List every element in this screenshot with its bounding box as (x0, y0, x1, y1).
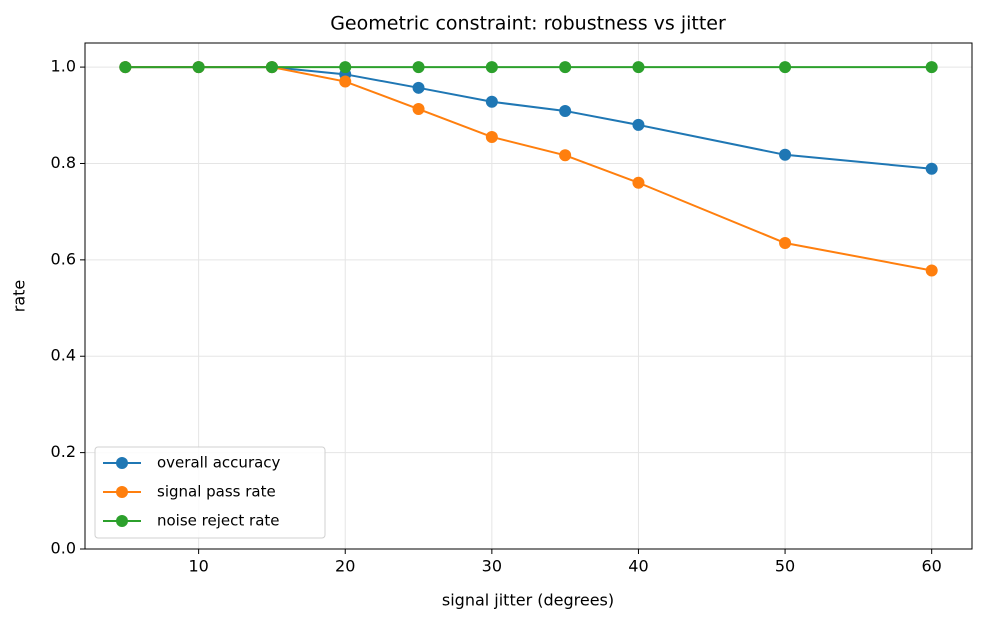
data-point (412, 61, 425, 74)
data-point (485, 95, 498, 108)
data-point (412, 81, 425, 94)
data-point (925, 264, 938, 277)
x-tick-label: 30 (482, 557, 502, 576)
chart-title: Geometric constraint: robustness vs jitt… (330, 13, 726, 35)
plot-frame (84, 42, 973, 550)
x-tick-label: 40 (628, 557, 648, 576)
data-point (925, 61, 938, 74)
legend-marker (116, 486, 128, 498)
data-point (119, 61, 132, 74)
data-point (339, 75, 352, 88)
y-tick-label: 0.4 (51, 346, 76, 365)
x-tick-label: 20 (335, 557, 355, 576)
data-point (192, 61, 205, 74)
y-tick-label: 0.2 (51, 442, 76, 461)
data-point (632, 176, 645, 189)
legend-marker (116, 515, 128, 527)
data-point (485, 130, 498, 143)
legend-label: signal pass rate (157, 483, 276, 501)
legend-label: noise reject rate (157, 512, 280, 530)
x-tick-label: 10 (188, 557, 208, 576)
data-point (779, 236, 792, 249)
x-tick-label: 60 (922, 557, 942, 576)
legend-label: overall accuracy (157, 454, 281, 472)
y-axis-label: rate (10, 280, 29, 313)
data-point (632, 61, 645, 74)
series-line (125, 66, 932, 272)
data-point (559, 61, 572, 74)
legend-box (94, 446, 326, 539)
y-tick-label: 1.0 (51, 57, 76, 76)
data-point (779, 61, 792, 74)
data-point (339, 61, 352, 74)
data-point (632, 118, 645, 131)
data-point (265, 61, 278, 74)
y-tick-label: 0.8 (51, 153, 76, 172)
legend-marker (116, 457, 128, 469)
y-tick-label: 0.6 (51, 249, 76, 268)
y-tick-label: 0.0 (51, 539, 76, 558)
data-point (779, 148, 792, 161)
x-axis-label: signal jitter (degrees) (442, 591, 614, 610)
data-point (485, 61, 498, 74)
data-point (559, 149, 572, 162)
x-tick-label: 50 (775, 557, 795, 576)
data-point (412, 103, 425, 116)
series-line (125, 66, 932, 170)
data-point (559, 104, 572, 117)
data-point (925, 162, 938, 175)
